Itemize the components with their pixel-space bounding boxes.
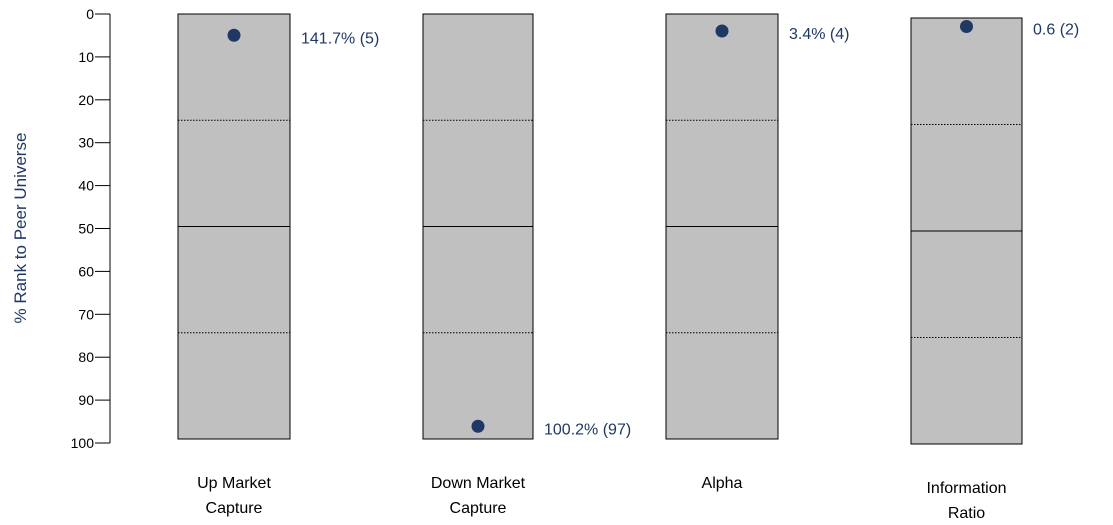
category-label: Up Market: [197, 475, 271, 492]
y-tick-label: 50: [78, 221, 94, 237]
value-label: 141.7% (5): [301, 30, 379, 47]
category-label: Alpha: [702, 475, 743, 492]
rank-marker: [715, 24, 729, 38]
y-tick-label: 80: [78, 349, 94, 365]
category-label: Ratio: [948, 505, 985, 522]
rank-marker: [471, 419, 485, 433]
y-tick-label: 0: [86, 6, 94, 22]
y-tick-label: 30: [78, 135, 94, 151]
category-0: 141.7% (5) Up Market Capture: [177, 13, 379, 517]
category-3: 0.6 (2) Information Ratio: [910, 17, 1079, 522]
y-tick-label: 70: [78, 306, 94, 322]
rank-marker: [227, 28, 241, 42]
y-tick-label: 40: [78, 178, 94, 194]
rank-boxes: 141.7% (5) Up Market Capture 100.2% (97) Dow…: [177, 13, 1079, 522]
y-tick-label: 90: [78, 392, 94, 408]
category-label: Down Market: [431, 475, 526, 492]
y-tick-label: 20: [78, 92, 94, 108]
category-label: Capture: [450, 500, 507, 517]
value-label: 0.6 (2): [1033, 22, 1079, 39]
category-1: 100.2% (97) Down Market Capture: [422, 13, 631, 517]
value-label: 3.4% (4): [789, 26, 849, 43]
category-label: Information: [926, 480, 1006, 497]
y-axis: 0 10 20 30 40 50 60 70 80 90 100: [71, 6, 111, 451]
value-label: 100.2% (97): [544, 421, 631, 438]
y-tick-label: 100: [71, 435, 95, 451]
y-tick-label: 10: [78, 49, 94, 65]
rank-marker: [960, 20, 973, 34]
category-label: Capture: [206, 500, 263, 517]
y-axis-label: % Rank to Peer Universe: [11, 133, 30, 324]
y-tick-label: 60: [78, 263, 94, 279]
category-2: 3.4% (4) Alpha: [665, 13, 849, 492]
